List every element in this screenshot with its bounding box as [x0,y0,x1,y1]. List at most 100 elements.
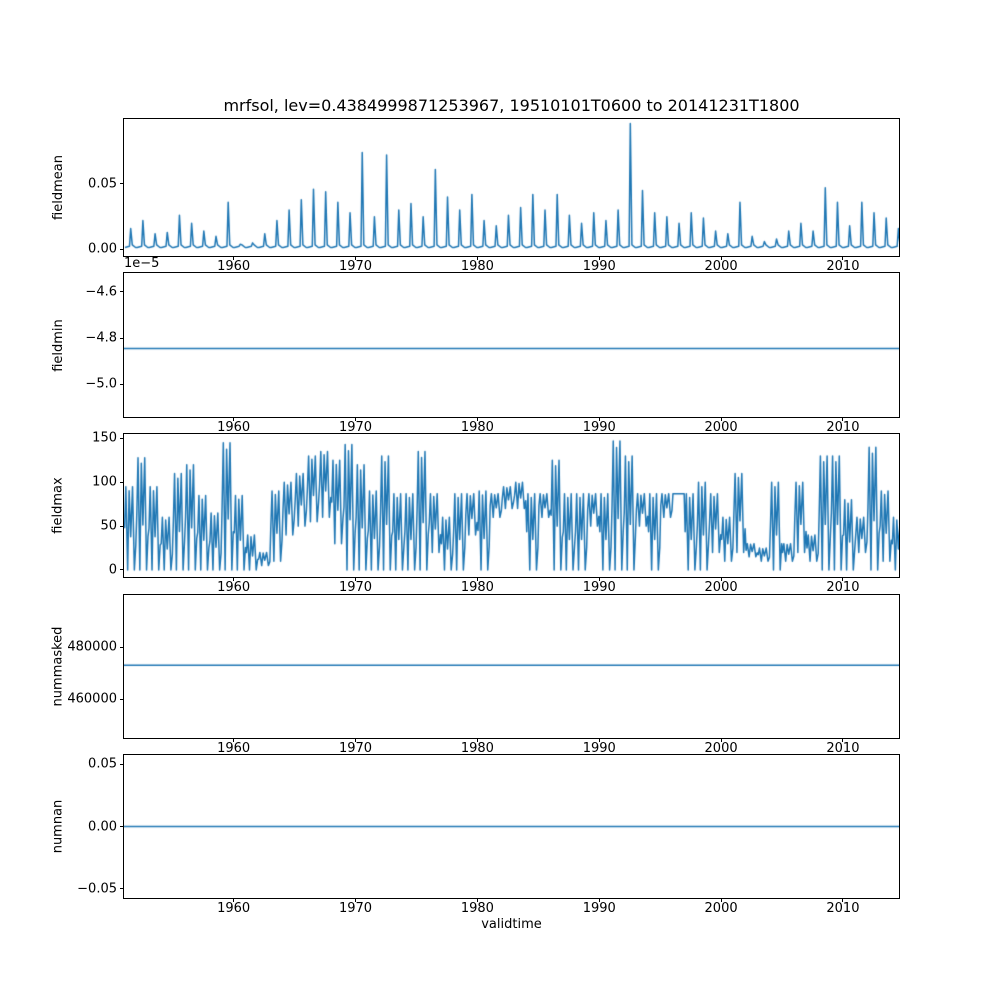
y-tick-label: −4.6 [85,284,117,300]
y-tick-mark [120,481,124,483]
x-tick-label: 1960 [217,741,251,756]
x-tick-mark [233,577,235,581]
x-tick-label: 1960 [217,901,251,916]
x-tick-mark [233,417,235,421]
x-tick-label: 2010 [826,580,860,595]
x-tick-label: 1970 [338,420,373,435]
y-tick-mark [120,337,124,339]
x-tick-mark [476,417,478,421]
numnan-y-axis-label: numnan [50,799,66,854]
x-tick-mark [842,256,844,260]
x-tick-mark [233,898,235,902]
y-tick-mark [120,383,124,385]
x-tick-mark [842,898,844,902]
x-tick-mark [598,898,600,902]
fieldmax-series-canvas [124,434,899,577]
nummasked-ylabel-wrap: nummasked [50,595,66,738]
x-tick-mark [720,898,722,902]
y-tick-label: 0.05 [88,756,117,772]
x-tick-mark [598,256,600,260]
x-tick-label: 2000 [704,580,738,595]
x-tick-mark [355,577,357,581]
x-tick-label: 1980 [460,741,494,756]
y-tick-label: −5.0 [85,376,117,392]
numnan-series-canvas [124,755,899,898]
x-tick-mark [233,738,235,742]
fieldmin-series-canvas [124,273,899,417]
x-tick-mark [720,577,722,581]
y-tick-label: 50 [100,518,117,534]
y-tick-mark [120,291,124,293]
x-tick-mark [842,417,844,421]
x-tick-label: 1960 [217,259,251,274]
nummasked-y-axis-label: nummasked [50,626,66,707]
y-tick-mark [120,525,124,527]
x-tick-mark [476,256,478,260]
y-tick-label: 480000 [67,639,117,655]
fieldmax-y-axis-label: fieldmax [50,477,66,534]
subplot-fieldmax: fieldmax 0 50 100 150 1960 1970 1980 1990 2000 20… [51,432,900,594]
y-tick-label: 0.05 [88,176,117,192]
x-tick-mark [355,417,357,421]
x-tick-label: 2000 [704,420,738,435]
y-tick-label: 0.00 [88,819,117,834]
fieldmean-ylabel-wrap: fieldmean [50,119,66,256]
x-tick-mark [355,898,357,902]
x-tick-label: 2010 [826,741,860,756]
x-tick-label: 1960 [217,580,251,595]
x-tick-label: 2010 [826,901,860,916]
x-tick-mark [476,738,478,742]
x-tick-label: 1980 [460,901,494,916]
y-axis-offset-text: 1e−5 [124,256,160,271]
subplot-fieldmean: fieldmean 0.00 0.05 1960 1970 1980 1990 2000 20… [51,118,900,273]
x-tick-mark [598,417,600,421]
x-tick-label: 1970 [338,259,373,274]
x-tick-label: 1990 [582,901,616,916]
fieldmin-ylabel-wrap: fieldmin [50,273,66,417]
x-tick-mark [842,738,844,742]
x-tick-label: 2010 [826,420,860,435]
x-tick-label: 1980 [460,420,494,435]
x-tick-label: 1980 [460,580,494,595]
x-tick-mark [355,738,357,742]
x-tick-label: 1970 [338,901,373,916]
nummasked-series-canvas [124,595,899,738]
x-tick-label: 1970 [338,741,373,756]
y-tick-mark [120,763,124,765]
fieldmean-y-axis-label: fieldmean [50,155,66,220]
x-tick-label: 2000 [704,259,738,274]
y-tick-label: −0.05 [77,881,117,897]
x-tick-label: 1960 [217,420,251,435]
y-tick-label: 460000 [67,691,117,707]
x-tick-mark [720,417,722,421]
x-tick-label: 1990 [582,580,616,595]
y-tick-label: 0.00 [88,241,117,257]
y-tick-mark [120,437,124,439]
x-tick-mark [476,898,478,902]
numnan-ylabel-wrap: numnan [50,755,66,898]
x-tick-label: 2000 [704,741,738,756]
x-tick-label: 1990 [582,741,616,756]
fieldmin-y-axis-label: fieldmin [50,318,66,372]
y-tick-mark [120,888,124,890]
y-tick-label: −4.8 [85,330,117,346]
x-tick-mark [355,256,357,260]
y-tick-mark [120,646,124,648]
y-tick-mark [120,248,124,250]
y-tick-mark [120,569,124,571]
x-tick-mark [720,738,722,742]
y-tick-mark [120,698,124,700]
x-tick-label: 1990 [582,420,616,435]
subplot-fieldmin: 1e−5 fieldmin −4.6 −4.8 −5.0 1960 1970 1980 19… [51,256,900,434]
x-tick-mark [720,256,722,260]
y-tick-mark [120,183,124,185]
x-tick-mark [598,577,600,581]
x-tick-label: 1970 [338,580,373,595]
x-tick-label: 2000 [704,901,738,916]
x-tick-mark [476,577,478,581]
x-tick-mark [842,577,844,581]
y-tick-mark [120,826,124,827]
x-tick-label: 1980 [460,259,494,274]
x-tick-mark [233,256,235,260]
fieldmean-series-canvas [124,119,899,256]
